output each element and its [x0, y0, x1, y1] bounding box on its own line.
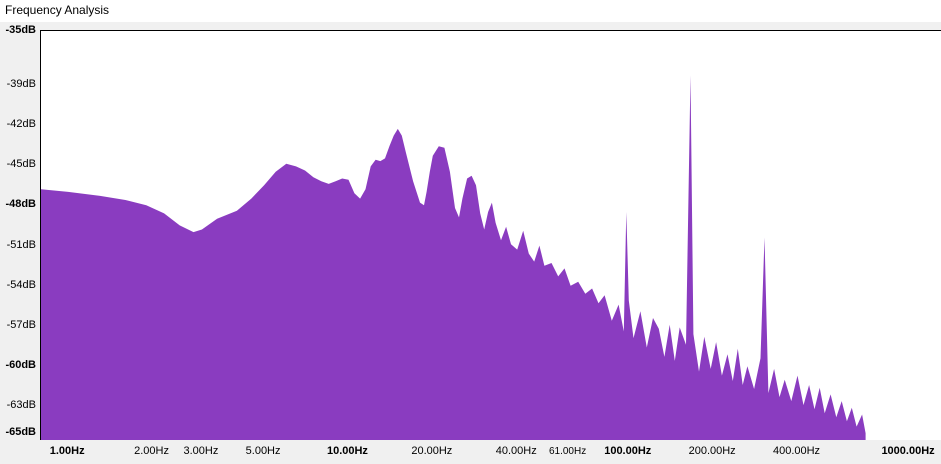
x-tick-label: 400.00Hz — [772, 445, 821, 457]
x-tick-label: 200.00Hz — [688, 445, 736, 457]
spectrum-plot[interactable] — [40, 30, 941, 440]
x-tick-label: 100.00Hz — [604, 445, 652, 457]
x-tick-label: 5.00Hz — [245, 445, 281, 457]
y-tick-label: -65dB — [5, 426, 36, 439]
y-tick-label: -48dB — [5, 198, 36, 211]
x-tick-label: 1000.00Hz — [881, 445, 935, 457]
x-tick-label: 3.00Hz — [183, 445, 219, 457]
y-tick-label: -54dB — [6, 278, 36, 291]
x-axis: 1.00Hz 2.00Hz 3.00Hz 5.00Hz 10.00Hz 20.00Hz 40… — [0, 440, 941, 464]
x-tick-label: 40.00Hz — [495, 445, 537, 457]
spectrum-area — [41, 75, 866, 440]
y-tick-label: -42dB — [6, 117, 36, 130]
y-tick-label: -60dB — [5, 359, 36, 372]
y-tick-label: -39dB — [6, 77, 36, 90]
x-tick-label: 61.00Hz — [548, 446, 587, 457]
window-titlebar: Frequency Analysis — [0, 0, 941, 22]
y-axis: -35dB -39dB -42dB -45dB -48dB -51dB -54dB -57dB… — [0, 22, 40, 442]
spectrum-chart — [41, 75, 866, 440]
y-tick-label: -51dB — [6, 238, 36, 251]
x-tick-label: 20.00Hz — [411, 445, 453, 457]
y-tick-label: -45dB — [6, 158, 36, 171]
x-tick-label: 1.00Hz — [49, 445, 85, 457]
y-tick-label: -63dB — [6, 399, 36, 412]
y-tick-label: -57dB — [6, 319, 36, 332]
x-tick-label: 2.00Hz — [134, 445, 169, 457]
y-tick-label: -35dB — [5, 24, 36, 36]
x-tick-label: 10.00Hz — [326, 445, 368, 457]
window-title: Frequency Analysis — [5, 3, 110, 17]
